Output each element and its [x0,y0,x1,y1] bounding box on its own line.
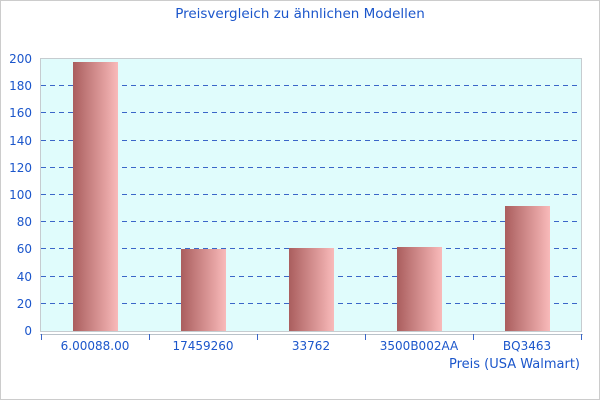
chart-title: Preisvergleich zu ähnlichen Modellen [175,6,425,22]
gridline-100 [41,194,581,195]
y-tick-label-160: 160 [9,106,32,121]
x-axis-line [40,334,583,335]
x-category-label-6.00088.00: 6.00088.00 [60,339,130,353]
x-axis-tick-4 [473,334,474,340]
x-axis-tick-0 [41,334,42,340]
bar-6.00088.00 [72,62,118,331]
bar-BQ3463 [504,206,550,331]
y-tick-label-20: 20 [16,296,32,311]
y-tick-label-180: 180 [9,79,32,94]
y-tick-label-120: 120 [9,160,32,175]
y-tick-label-200: 200 [9,52,32,66]
bar-17459260 [180,249,226,331]
x-axis-tick-3 [365,334,366,340]
x-axis-tick-2 [257,334,258,340]
x-axis-title: Preis (USA Walmart) [448,357,580,372]
gridline-140 [41,139,581,141]
y-tick-label-60: 60 [16,242,32,257]
y-tick-label-80: 80 [16,215,32,230]
bar-33762 [288,248,334,331]
y-tick-label-140: 140 [9,133,32,148]
y-tick-label-100: 100 [9,188,32,202]
x-axis-tick-1 [149,334,150,340]
gridline-80 [41,221,581,223]
bar-3500B002AA [396,247,442,331]
x-axis-tick-5 [581,334,582,340]
plot-area [40,58,582,332]
gridline-180 [41,85,581,87]
x-category-label-BQ3463: BQ3463 [502,339,552,353]
gridline-160 [41,112,581,114]
gridline-120 [41,166,581,168]
x-category-label-3500B002AA: 3500B002AA [379,339,459,353]
x-category-label-33762: 33762 [291,339,331,353]
x-category-label-17459260: 17459260 [172,339,234,353]
y-tick-label-0: 0 [24,324,32,338]
y-tick-label-40: 40 [16,269,32,284]
